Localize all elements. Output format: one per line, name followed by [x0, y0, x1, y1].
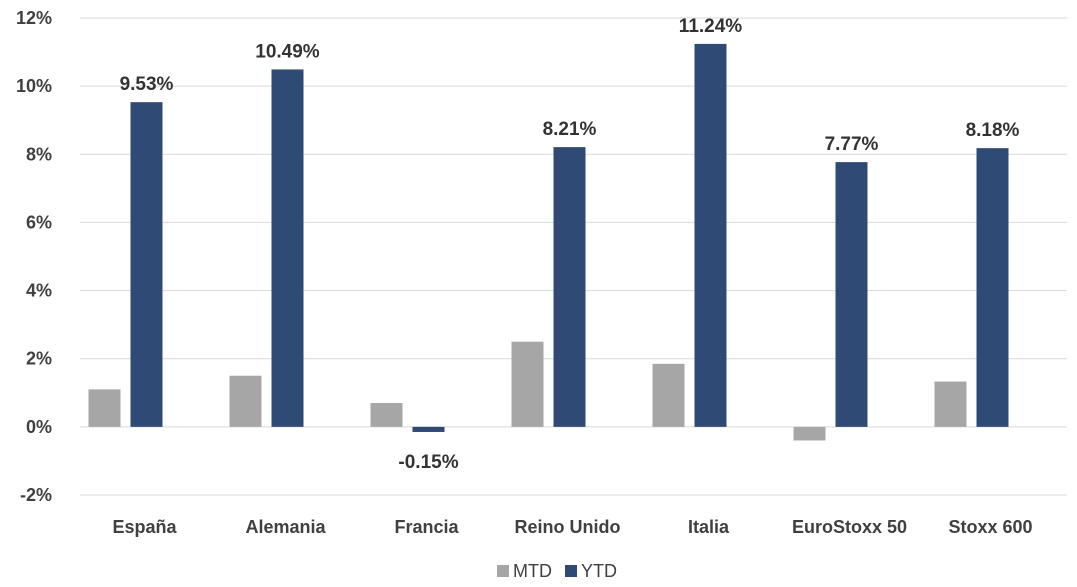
bar-mtd: [652, 363, 685, 427]
data-label: 11.24%: [679, 16, 742, 37]
legend-swatch-ytd: [565, 565, 577, 577]
legend-label: MTD: [513, 561, 552, 581]
bar-mtd: [511, 341, 544, 427]
category-label: Reino Unido: [515, 517, 621, 537]
legend-label: YTD: [581, 561, 617, 581]
category-label: Alemania: [245, 517, 326, 537]
y-tick-label: 2%: [26, 349, 52, 369]
bar-ytd: [271, 69, 304, 427]
y-tick-label: 10%: [16, 76, 52, 96]
y-tick-label: 6%: [26, 212, 52, 232]
y-tick-label: 4%: [26, 281, 52, 301]
category-label: Stoxx 600: [948, 517, 1032, 537]
data-label: 7.77%: [825, 134, 879, 155]
bar-ytd: [835, 162, 868, 427]
legend-swatch-mtd: [497, 565, 509, 577]
bar-ytd: [130, 102, 163, 427]
y-tick-label: 12%: [16, 8, 52, 28]
category-label: España: [112, 517, 177, 537]
bar-ytd: [412, 426, 445, 432]
data-label: 9.53%: [120, 74, 174, 95]
bar-mtd: [793, 426, 826, 441]
y-tick-label: 8%: [26, 144, 52, 164]
bar-mtd: [370, 403, 403, 427]
bar-mtd: [934, 381, 967, 427]
data-label: 8.21%: [543, 119, 597, 140]
bar-ytd: [553, 147, 586, 427]
data-label: -0.15%: [398, 452, 458, 473]
bar-mtd: [229, 375, 262, 427]
y-tick-label: -2%: [20, 485, 52, 505]
category-label: Italia: [688, 517, 730, 537]
y-tick-label: 0%: [26, 417, 52, 437]
bar-mtd: [88, 389, 121, 427]
bar-ytd: [976, 148, 1009, 427]
bar-ytd: [694, 43, 727, 427]
category-label: EuroStoxx 50: [792, 517, 907, 537]
data-label: 10.49%: [255, 41, 320, 62]
data-label: 8.18%: [966, 120, 1020, 141]
category-label: Francia: [394, 517, 459, 537]
